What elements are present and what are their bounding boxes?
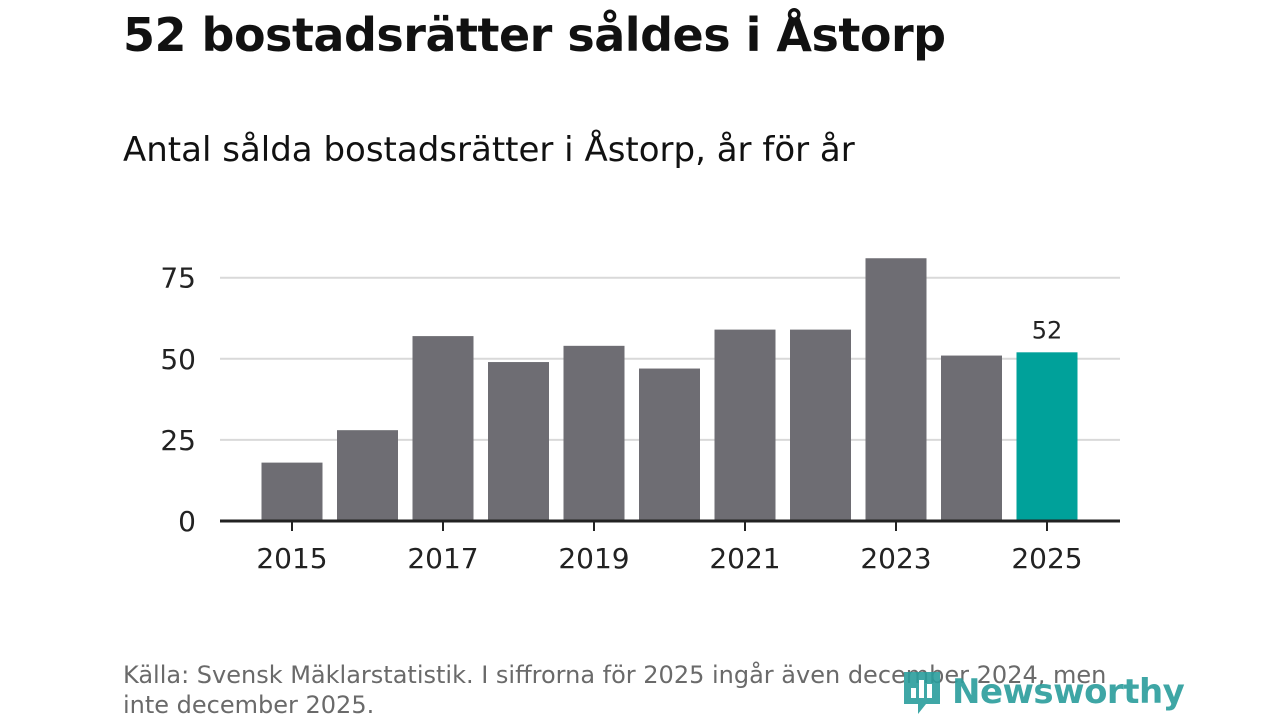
labels: 0 25 50 75 52 2015 2017 2019 2021 2023 2025 <box>160 262 1082 575</box>
x-tick-label-2025: 2025 <box>1011 542 1082 575</box>
bar-2019 <box>563 345 625 521</box>
newsworthy-logo: Newsworthy <box>900 668 1185 716</box>
y-tick-label-0: 0 <box>178 505 196 538</box>
bars <box>261 258 1078 521</box>
axes <box>220 519 1120 531</box>
chart-title: 52 bostadsrätter såldes i Åstorp <box>123 8 946 62</box>
newsworthy-logo-icon <box>904 672 940 714</box>
newsworthy-logo-text: Newsworthy <box>952 672 1185 712</box>
x-tick-label-2017: 2017 <box>407 542 478 575</box>
bar-2018 <box>488 362 549 521</box>
bar-2023 <box>865 258 927 521</box>
bar-2025 <box>1016 352 1078 521</box>
bar-2017 <box>412 336 474 521</box>
data-label-2025: 52 <box>1032 316 1063 344</box>
bar-chart: 0 25 50 75 52 2015 2017 2019 2021 2023 2025 <box>160 258 1120 575</box>
bar-2021 <box>714 329 776 521</box>
x-tick-label-2023: 2023 <box>860 542 931 575</box>
bar-2020 <box>639 368 700 521</box>
x-tick-label-2019: 2019 <box>558 542 629 575</box>
chart-subtitle: Antal sålda bostadsrätter i Åstorp, år f… <box>123 130 855 170</box>
y-tick-label-75: 75 <box>160 262 196 295</box>
bar-2015 <box>261 462 323 521</box>
bar-2016 <box>337 430 398 521</box>
y-tick-label-50: 50 <box>160 343 196 376</box>
x-tick-label-2015: 2015 <box>256 542 327 575</box>
y-tick-label-25: 25 <box>160 424 196 457</box>
bar-2024 <box>941 355 1002 521</box>
source-note: Källa: Svensk Mäklarstatistik. I siffror… <box>123 661 1107 719</box>
bar-2022 <box>790 329 851 521</box>
x-tick-label-2021: 2021 <box>709 542 780 575</box>
